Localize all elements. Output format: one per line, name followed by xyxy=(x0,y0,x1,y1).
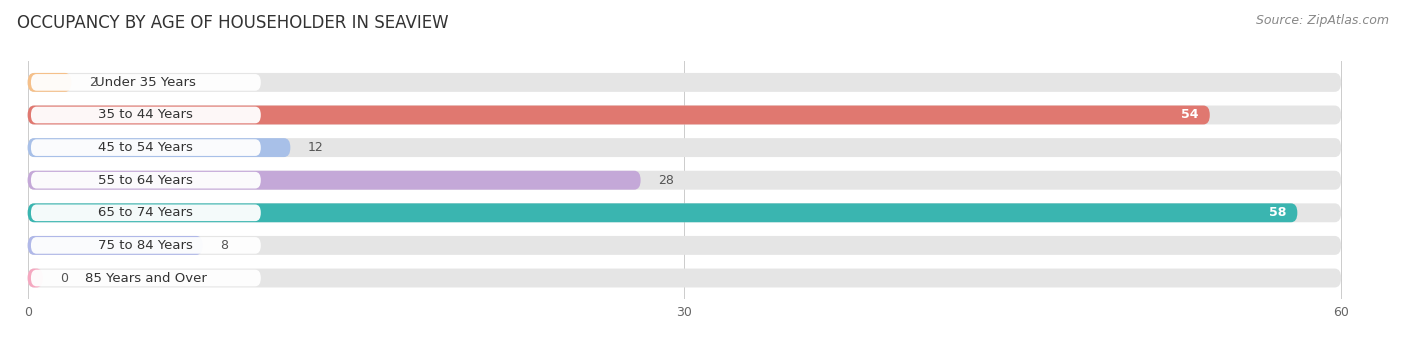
Text: 65 to 74 Years: 65 to 74 Years xyxy=(98,206,193,219)
Text: 28: 28 xyxy=(658,174,673,187)
FancyBboxPatch shape xyxy=(28,171,1341,190)
FancyBboxPatch shape xyxy=(31,139,260,156)
FancyBboxPatch shape xyxy=(28,236,1341,255)
FancyBboxPatch shape xyxy=(31,107,260,123)
FancyBboxPatch shape xyxy=(28,105,1209,124)
FancyBboxPatch shape xyxy=(28,73,1341,92)
Text: 0: 0 xyxy=(60,272,69,285)
FancyBboxPatch shape xyxy=(31,74,260,91)
FancyBboxPatch shape xyxy=(31,237,260,254)
Text: Under 35 Years: Under 35 Years xyxy=(96,76,197,89)
FancyBboxPatch shape xyxy=(28,269,1341,287)
FancyBboxPatch shape xyxy=(28,236,202,255)
FancyBboxPatch shape xyxy=(28,138,1341,157)
FancyBboxPatch shape xyxy=(28,138,291,157)
Text: OCCUPANCY BY AGE OF HOUSEHOLDER IN SEAVIEW: OCCUPANCY BY AGE OF HOUSEHOLDER IN SEAVI… xyxy=(17,14,449,32)
FancyBboxPatch shape xyxy=(31,172,260,188)
Text: 2: 2 xyxy=(89,76,97,89)
Text: 45 to 54 Years: 45 to 54 Years xyxy=(98,141,193,154)
Text: 75 to 84 Years: 75 to 84 Years xyxy=(98,239,193,252)
FancyBboxPatch shape xyxy=(28,105,1341,124)
FancyBboxPatch shape xyxy=(28,203,1341,222)
FancyBboxPatch shape xyxy=(28,73,72,92)
FancyBboxPatch shape xyxy=(28,269,44,287)
Text: 35 to 44 Years: 35 to 44 Years xyxy=(98,108,193,121)
FancyBboxPatch shape xyxy=(28,171,641,190)
FancyBboxPatch shape xyxy=(28,203,1298,222)
Text: 12: 12 xyxy=(308,141,323,154)
Text: Source: ZipAtlas.com: Source: ZipAtlas.com xyxy=(1256,14,1389,27)
Text: 85 Years and Over: 85 Years and Over xyxy=(84,272,207,285)
Text: 8: 8 xyxy=(221,239,228,252)
FancyBboxPatch shape xyxy=(31,270,260,286)
Text: 55 to 64 Years: 55 to 64 Years xyxy=(98,174,193,187)
Text: 54: 54 xyxy=(1181,108,1199,121)
Text: 58: 58 xyxy=(1270,206,1286,219)
FancyBboxPatch shape xyxy=(31,204,260,221)
